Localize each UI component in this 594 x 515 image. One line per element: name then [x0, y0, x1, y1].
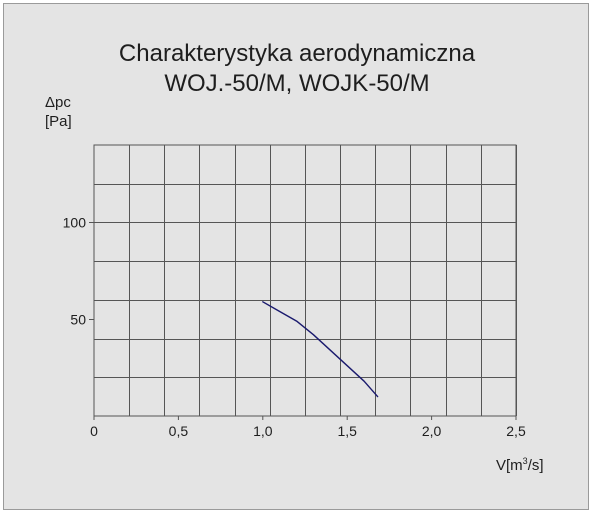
- x-tick-label-5: 2,5: [506, 423, 526, 439]
- y-tick-label-100: 100: [63, 215, 87, 231]
- y-axis-label-quantity: Δpc: [45, 94, 71, 111]
- x-tick-label-4: 2,0: [422, 423, 442, 439]
- x-tick-label-0: 0: [90, 423, 98, 439]
- y-tick-label-50: 50: [70, 312, 86, 328]
- x-axis-label-suffix: /s]: [527, 457, 544, 474]
- x-axis-label-exponent: 3: [522, 456, 528, 466]
- x-tick-label-3: 1,5: [337, 423, 357, 439]
- chart-title-line1: Charakterystyka aerodynamiczna: [118, 40, 476, 67]
- chart-title-line2: WOJ.-50/M, WOJK-50/M: [164, 70, 430, 97]
- x-tick-label-2: 1,0: [253, 423, 273, 439]
- x-axis-label: V[m3/s]: [496, 456, 544, 474]
- y-axis-label-unit: [Pa]: [45, 113, 72, 130]
- series-line-0: [262, 301, 379, 398]
- x-axis-label-prefix: V[m: [496, 457, 523, 474]
- x-tick-label-1: 0,5: [169, 423, 189, 439]
